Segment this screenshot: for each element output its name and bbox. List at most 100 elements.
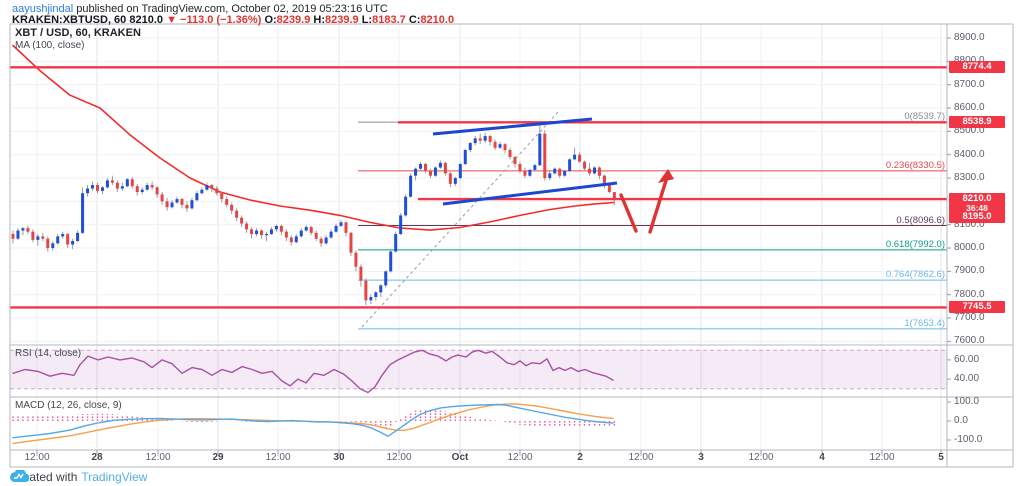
candle-body[interactable]: [404, 196, 408, 216]
candle-body[interactable]: [324, 237, 328, 244]
candle-body[interactable]: [379, 285, 383, 293]
price-axis-label[interactable]: 7800.0: [954, 288, 985, 300]
candle-body[interactable]: [91, 185, 95, 189]
candle-body[interactable]: [483, 136, 487, 141]
time-axis-label[interactable]: 12:00: [869, 452, 895, 463]
time-axis-label[interactable]: 12:00: [748, 452, 774, 463]
tradingview-brand-link[interactable]: TradingView: [81, 470, 148, 484]
author-link[interactable]: aayushjindal: [12, 3, 74, 15]
candle-body[interactable]: [548, 173, 552, 179]
candle-body[interactable]: [220, 193, 224, 200]
price-axis-label[interactable]: 8300.0: [954, 172, 985, 183]
time-axis-label[interactable]: 30: [333, 452, 345, 463]
rsi-axis-label[interactable]: 60.00: [954, 353, 980, 365]
candle-body[interactable]: [115, 182, 119, 189]
price-axis-label[interactable]: 8400.0: [954, 148, 985, 160]
candle-body[interactable]: [180, 199, 184, 205]
time-axis-label[interactable]: 12:00: [24, 452, 50, 463]
candle-body[interactable]: [409, 175, 413, 197]
candle-body[interactable]: [150, 185, 154, 188]
candle-body[interactable]: [46, 238, 50, 249]
candle-body[interactable]: [344, 222, 348, 233]
candle-body[interactable]: [583, 161, 587, 169]
candle-body[interactable]: [553, 168, 557, 174]
candle-body[interactable]: [314, 232, 318, 239]
macd-axis-label[interactable]: -100.0: [954, 434, 983, 445]
price-axis-label[interactable]: 8800.0: [954, 55, 985, 66]
candle-body[interactable]: [443, 162, 447, 174]
price-axis-label[interactable]: 7900.0: [954, 265, 985, 277]
time-axis-label[interactable]: 12:00: [265, 452, 291, 463]
candle-body[interactable]: [419, 164, 423, 169]
candle-body[interactable]: [130, 179, 134, 187]
candle-body[interactable]: [185, 204, 189, 209]
candle-body[interactable]: [414, 168, 418, 176]
candle-body[interactable]: [105, 180, 109, 188]
candle-body[interactable]: [26, 228, 30, 232]
candle-body[interactable]: [95, 185, 99, 191]
candle-body[interactable]: [573, 154, 577, 160]
candle-body[interactable]: [145, 185, 149, 190]
candle-body[interactable]: [299, 230, 303, 237]
candle-body[interactable]: [389, 251, 393, 272]
candle-body[interactable]: [289, 237, 293, 243]
candle-body[interactable]: [21, 228, 25, 231]
price-axis-label[interactable]: 7700.0: [954, 312, 985, 323]
candle-body[interactable]: [523, 171, 527, 176]
candle-body[interactable]: [269, 229, 273, 235]
candle-body[interactable]: [543, 133, 547, 179]
rsi-axis-label[interactable]: 40.00: [954, 373, 980, 385]
candle-body[interactable]: [612, 192, 616, 200]
candle-body[interactable]: [76, 232, 80, 242]
candle-body[interactable]: [354, 252, 358, 267]
candle-body[interactable]: [578, 154, 582, 162]
candle-body[interactable]: [438, 162, 442, 168]
candle-body[interactable]: [51, 243, 55, 249]
candle-body[interactable]: [294, 236, 298, 243]
candle-body[interactable]: [503, 144, 507, 151]
candle-body[interactable]: [81, 193, 85, 233]
candle-body[interactable]: [493, 141, 497, 148]
candle-body[interactable]: [458, 164, 462, 179]
candle-body[interactable]: [463, 150, 467, 165]
candle-body[interactable]: [160, 194, 164, 202]
candle-body[interactable]: [349, 232, 353, 253]
price-axis-label[interactable]: 8500.0: [954, 125, 985, 137]
candle-body[interactable]: [369, 297, 373, 301]
candle-body[interactable]: [110, 180, 114, 183]
candle-body[interactable]: [245, 223, 249, 230]
chart-legend-ma[interactable]: MA (100, close): [15, 40, 85, 51]
candle-body[interactable]: [175, 199, 179, 203]
candle-body[interactable]: [165, 201, 169, 208]
candle-body[interactable]: [36, 236, 40, 240]
time-axis-label[interactable]: 12:00: [628, 452, 654, 463]
candle-body[interactable]: [205, 185, 209, 190]
candle-body[interactable]: [508, 150, 512, 158]
candle-body[interactable]: [468, 143, 472, 151]
candle-body[interactable]: [200, 189, 204, 194]
candle-body[interactable]: [304, 227, 308, 231]
candle-body[interactable]: [563, 171, 567, 176]
candle-body[interactable]: [374, 292, 378, 298]
candle-body[interactable]: [473, 138, 477, 144]
candle-body[interactable]: [364, 280, 368, 301]
candle-body[interactable]: [433, 167, 437, 176]
candle-body[interactable]: [170, 202, 174, 208]
rsi-pane-label[interactable]: RSI (14, close): [15, 348, 82, 359]
candle-body[interactable]: [339, 222, 343, 226]
candle-body[interactable]: [319, 238, 323, 244]
candle-body[interactable]: [16, 230, 20, 239]
candle-body[interactable]: [235, 210, 239, 218]
candle-body[interactable]: [31, 231, 35, 240]
candle-body[interactable]: [279, 225, 283, 232]
candle-body[interactable]: [140, 189, 144, 193]
candle-body[interactable]: [568, 159, 572, 172]
candle-body[interactable]: [190, 200, 194, 209]
price-axis-label[interactable]: 8600.0: [954, 102, 985, 113]
candle-body[interactable]: [394, 234, 398, 252]
time-axis-label[interactable]: 3: [698, 452, 704, 463]
candle-body[interactable]: [61, 234, 65, 237]
time-axis-label[interactable]: 12:00: [145, 452, 171, 463]
macd-axis-label[interactable]: 100.0: [954, 396, 980, 407]
